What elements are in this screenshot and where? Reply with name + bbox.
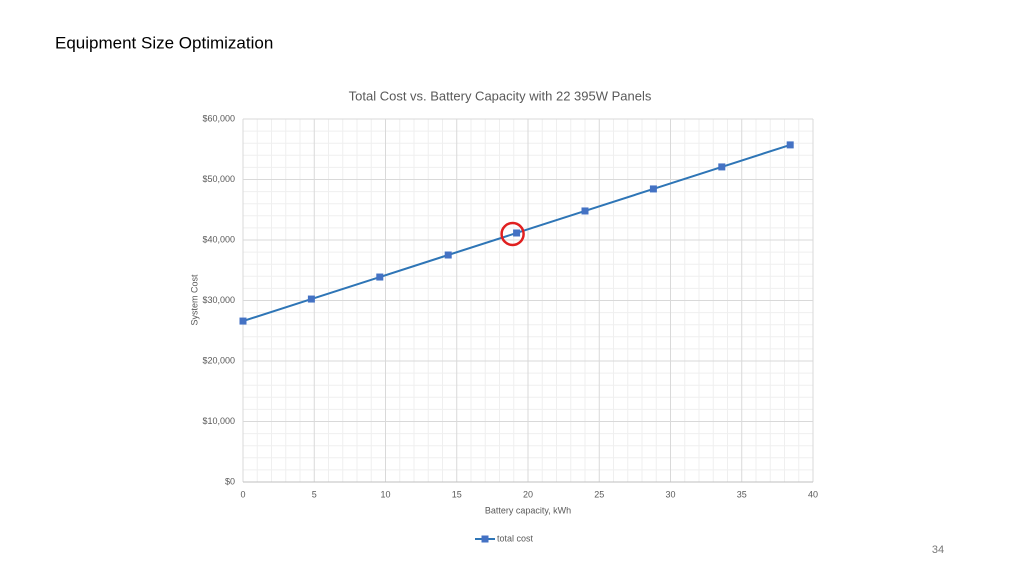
x-tick-label: 5 <box>312 489 317 499</box>
x-tick-label: 10 <box>380 489 390 499</box>
data-point <box>718 163 726 171</box>
highlight-circle <box>500 221 525 247</box>
x-tick-label: 15 <box>452 489 462 499</box>
x-tick-label: 40 <box>808 489 818 499</box>
data-point <box>581 207 589 215</box>
data-point <box>239 317 247 325</box>
x-tick-label: 35 <box>737 489 747 499</box>
data-point <box>307 295 315 303</box>
chart-title: Total Cost vs. Battery Capacity with 22 … <box>349 88 652 103</box>
x-tick-label: 0 <box>240 489 245 499</box>
y-tick-label: $50,000 <box>202 174 235 184</box>
data-point <box>649 185 657 193</box>
x-tick-label: 25 <box>594 489 604 499</box>
y-tick-label: $30,000 <box>202 295 235 305</box>
data-point <box>513 229 521 237</box>
x-tick-label: 20 <box>523 489 533 499</box>
y-tick-label: $60,000 <box>202 113 235 123</box>
page-number: 34 <box>932 544 944 556</box>
legend-label: total cost <box>497 533 534 543</box>
x-axis-label: Battery capacity, kWh <box>485 505 571 515</box>
data-point <box>444 251 452 259</box>
x-tick-label: 30 <box>665 489 675 499</box>
y-tick-label: $0 <box>225 476 235 486</box>
y-axis-label: System Cost <box>189 274 199 326</box>
y-tick-label: $40,000 <box>202 234 235 244</box>
data-point <box>786 141 794 149</box>
data-point <box>376 273 384 281</box>
legend-marker <box>481 535 489 543</box>
slide-title: Equipment Size Optimization <box>55 33 273 52</box>
y-tick-label: $10,000 <box>202 416 235 426</box>
y-tick-label: $20,000 <box>202 355 235 365</box>
